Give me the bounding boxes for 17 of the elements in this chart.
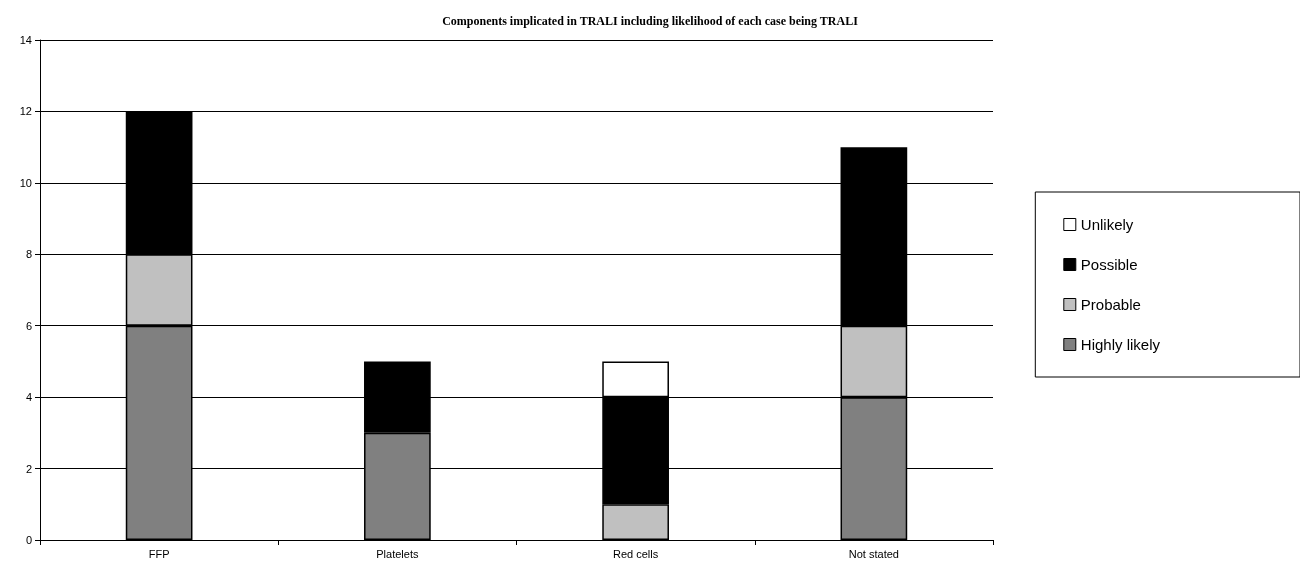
y-tick-label: 14 — [19, 34, 32, 46]
x-tick-label: FFP — [148, 547, 170, 560]
y-tick-label: 6 — [25, 319, 32, 332]
legend-label: Possible — [1080, 256, 1138, 273]
y-tick-label: 2 — [25, 462, 32, 475]
y-tick-label: 4 — [25, 391, 32, 404]
y-tick-label: 10 — [19, 176, 32, 189]
x-tick-label: Platelets — [376, 547, 419, 560]
legend-label: Probable — [1080, 296, 1141, 313]
y-tick-label: 12 — [19, 105, 32, 118]
x-tick-label: Not stated — [848, 547, 899, 560]
x-tick-label: Red cells — [613, 547, 659, 560]
y-tick-label: 0 — [25, 534, 32, 546]
legend-label: Unlikely — [1080, 216, 1134, 233]
chart-title: Components implicated in TRALI including likelihood of each case being TRALI — [442, 14, 859, 28]
y-tick-label: 8 — [25, 248, 32, 261]
legend-label: Highly likely — [1080, 336, 1161, 353]
